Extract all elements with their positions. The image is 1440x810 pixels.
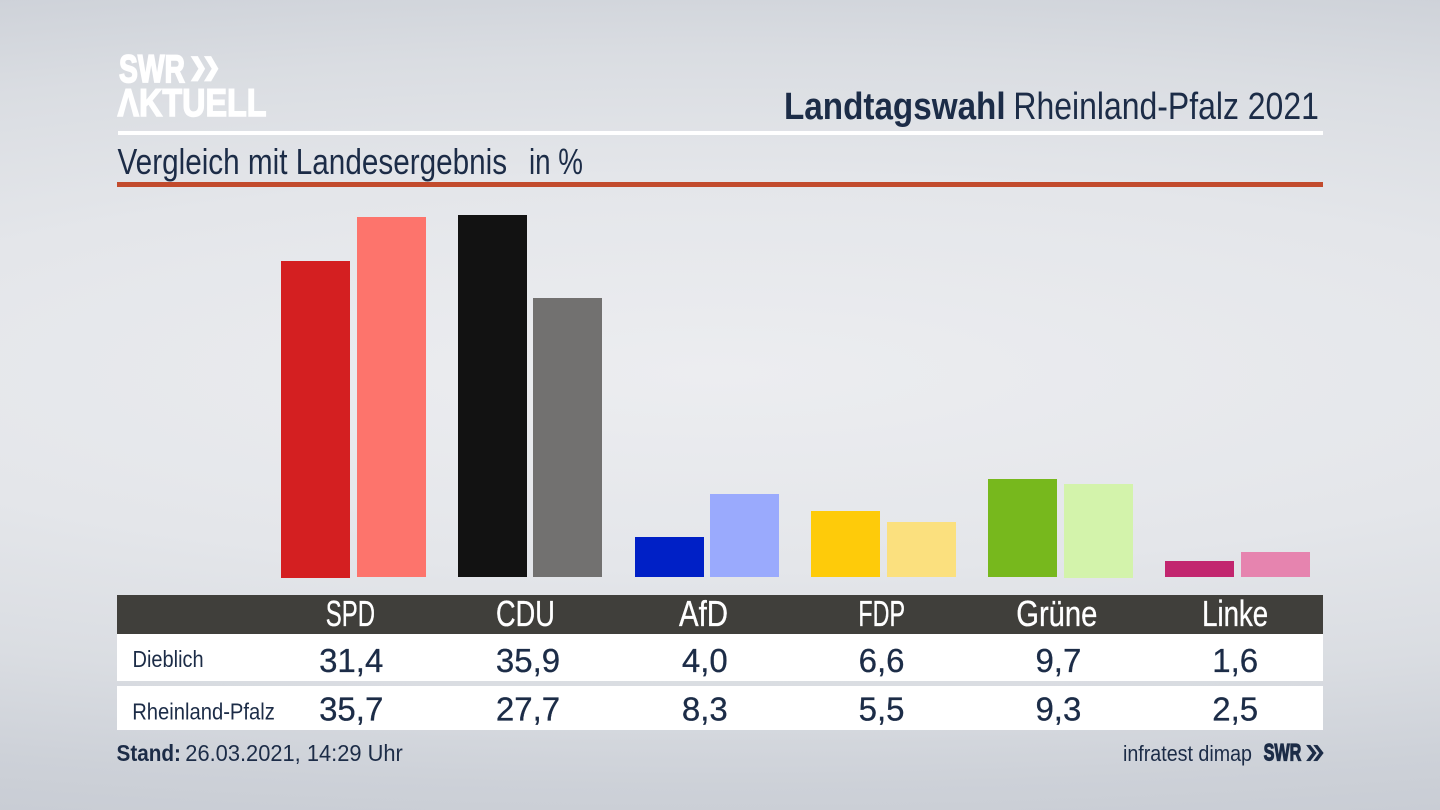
svg-text:Dieblich: Dieblich	[133, 646, 204, 673]
svg-text:Rheinland-Pfalz 2021: Rheinland-Pfalz 2021	[1013, 85, 1318, 127]
svg-text:9,3: 9,3	[1035, 691, 1081, 728]
svg-text:35,9: 35,9	[496, 642, 560, 679]
svg-text:Landtagswahl: Landtagswahl	[784, 85, 1006, 128]
svg-text:Stand:: Stand:	[117, 740, 181, 767]
svg-text:SPD: SPD	[326, 594, 375, 634]
svg-text:Rheinland-Pfalz: Rheinland-Pfalz	[132, 698, 275, 725]
svg-text:in %: in %	[529, 142, 583, 182]
svg-text:AfD: AfD	[679, 593, 728, 634]
svg-text:4,0: 4,0	[682, 642, 728, 679]
svg-text:1,6: 1,6	[1212, 642, 1258, 679]
svg-text:31,4: 31,4	[319, 642, 383, 679]
svg-text:ΛKTUELL: ΛKTUELL	[118, 81, 267, 125]
svg-text:FDP: FDP	[858, 595, 905, 634]
svg-text:SWR: SWR	[119, 48, 185, 92]
svg-text:infratest dimap: infratest dimap	[1123, 742, 1252, 766]
svg-text:5,5: 5,5	[859, 691, 905, 728]
svg-text:9,7: 9,7	[1035, 642, 1081, 679]
svg-text:8,3: 8,3	[682, 691, 728, 728]
svg-text:Linke: Linke	[1202, 594, 1268, 634]
svg-text:SWR: SWR	[1264, 739, 1302, 766]
svg-text:2,5: 2,5	[1212, 691, 1258, 728]
svg-text:27,7: 27,7	[496, 691, 560, 728]
svg-text:35,7: 35,7	[319, 691, 383, 728]
svg-text:6,6: 6,6	[859, 642, 905, 679]
svg-text:26.03.2021, 14:29 Uhr: 26.03.2021, 14:29 Uhr	[185, 740, 403, 766]
svg-text:CDU: CDU	[496, 593, 555, 634]
svg-text:Vergleich mit Landesergebnis: Vergleich mit Landesergebnis	[118, 141, 508, 181]
svg-text:Grüne: Grüne	[1016, 593, 1097, 634]
